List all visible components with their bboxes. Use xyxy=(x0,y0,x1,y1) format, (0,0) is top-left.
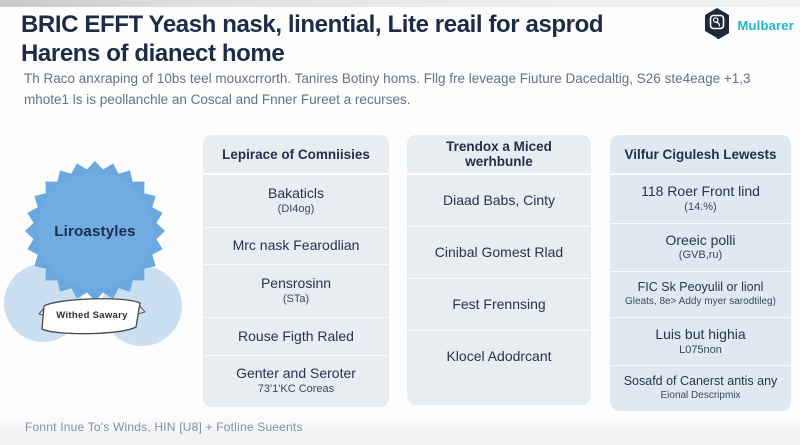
brand-logo: Mulbarer xyxy=(702,7,794,44)
list-item: 118 Roer Front lind (14.%) xyxy=(641,183,760,213)
list-item: Luis but highia L075non xyxy=(610,316,791,366)
list-item: Mrc nask Fearodlian xyxy=(203,226,389,265)
list-item: Klocel Adodrcant xyxy=(407,330,591,382)
ribbon-banner xyxy=(36,294,148,340)
ribbon-label: Withed Sawary xyxy=(56,309,128,321)
list-item: Fest Frennsing xyxy=(407,278,591,330)
list-item: Bakaticls (DI4og) xyxy=(267,184,325,215)
badge-graphic: Liroastyles Withed Sawary xyxy=(0,150,190,360)
list-item: Cinibal Gomest Rlad xyxy=(407,226,591,278)
column-vilfur: Vilfur Cigulesh Lewests 118 Roer Front l… xyxy=(610,135,791,411)
column-header: Trendox a Miced werhbunle xyxy=(407,135,591,175)
list-item: Rouse Figth Raled xyxy=(203,316,389,355)
list-item: FIC Sk Peoyulil or lionl Gleats, 8e> Add… xyxy=(610,271,791,317)
starburst-seal xyxy=(20,156,170,306)
page-subtitle: Th Raco anxraping of 10bs teel mouxcrror… xyxy=(24,71,751,107)
list-item: Genter and Seroter 73'1'KC Coreas xyxy=(203,354,389,408)
top-edge-strip xyxy=(0,0,800,7)
column-lepirace: Lepirace of Comniisies Bakaticls (DI4og)… xyxy=(203,135,389,407)
bottom-band xyxy=(0,412,800,445)
list-item: Oreeic polli (GVB,ru) xyxy=(610,222,791,272)
empty-space xyxy=(407,382,591,405)
starburst-label: Liroastyles xyxy=(54,222,136,240)
column-header: Lepirace of Comniisies xyxy=(203,135,389,175)
column-trendox: Trendox a Miced werhbunle Diaad Babs, Ci… xyxy=(407,135,591,405)
column-header: Vilfur Cigulesh Lewests xyxy=(610,135,791,175)
footer-note: Fonnt Inue To's Winds, HIN [U8] + Fotlin… xyxy=(25,420,303,434)
list-item: Sosafd of Canerst antis any Eional Descr… xyxy=(610,365,791,411)
list-item: Pensrosinn (STa) xyxy=(203,264,389,317)
list-item: Diaad Babs, Cinty xyxy=(442,192,556,209)
hexagon-cube-icon xyxy=(702,7,732,44)
brand-name: Mulbarer xyxy=(737,18,794,33)
page-title: BRIC EFFT Yeash nask, linential, Lite re… xyxy=(21,11,604,68)
